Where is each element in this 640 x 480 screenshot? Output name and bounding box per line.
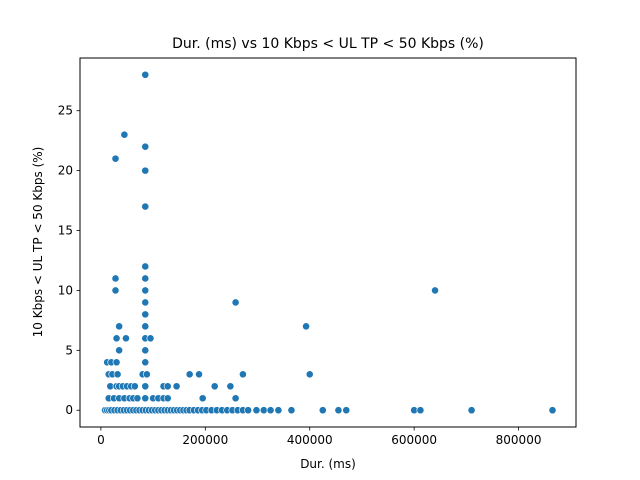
x-tick-label: 0 [97,433,105,447]
x-tick-label: 800000 [496,433,542,447]
data-point [141,394,150,403]
data-point [141,202,150,211]
y-tick-label: 25 [58,104,73,118]
data-point [238,370,247,379]
data-point [141,346,150,355]
data-point [231,394,240,403]
x-axis-label: Dur. (ms) [300,457,356,471]
x-axis: 0 200000 400000 600000 800000 [97,427,541,447]
data-point [113,370,122,379]
plot-frame [79,57,577,428]
data-point [210,382,219,391]
y-tick-label: 5 [65,343,73,357]
data-point [141,166,150,175]
data-point [318,406,327,415]
data-point [111,154,120,163]
data-point [244,406,253,415]
data-point [416,406,425,415]
data-point [198,394,207,403]
data-point [142,370,151,379]
data-point [122,334,130,343]
y-axis-label: 10 Kbps < UL TP < 50 Kbps (%) [31,147,45,338]
x-tick-label: 400000 [287,433,333,447]
data-point [112,334,121,343]
data-point [111,274,120,283]
data-point [226,382,235,391]
data-point [231,298,240,307]
data-point [141,274,150,283]
data-point [141,286,150,295]
data-point [112,358,121,367]
data-point [163,394,172,403]
data-point [259,406,268,415]
data-point [146,334,155,343]
chart-title: Dur. (ms) vs 10 Kbps < UL TP < 50 Kbps (… [172,36,484,52]
x-tick-label: 600000 [391,433,437,447]
points-layer [101,70,557,415]
data-point [111,286,120,295]
data-point [252,406,261,415]
data-point [163,382,172,391]
y-tick-label: 10 [58,283,73,297]
data-point [130,382,139,391]
data-point [141,142,150,151]
data-point [467,406,476,415]
data-point [115,346,124,355]
data-point [141,298,150,307]
y-axis: 0 5 10 15 20 25 [58,104,80,417]
data-point [305,370,314,379]
data-point [548,406,557,415]
data-point [133,394,142,403]
data-point [141,70,150,79]
data-point [302,322,310,331]
y-tick-label: 0 [65,403,73,417]
data-point [141,310,150,319]
data-point [287,406,296,415]
data-point [274,406,283,415]
data-point [195,370,203,379]
data-point [172,382,181,391]
data-point [141,322,150,331]
data-point [334,406,343,415]
data-point [342,406,351,415]
data-point [141,382,150,391]
data-point [266,406,275,415]
data-point [141,358,150,367]
data-point [185,370,194,379]
data-point [115,322,124,331]
x-tick-label: 200000 [182,433,228,447]
y-tick-label: 15 [58,224,73,238]
y-tick-label: 20 [58,164,73,178]
data-point [120,130,129,139]
data-point [141,262,150,271]
data-point [431,286,439,295]
